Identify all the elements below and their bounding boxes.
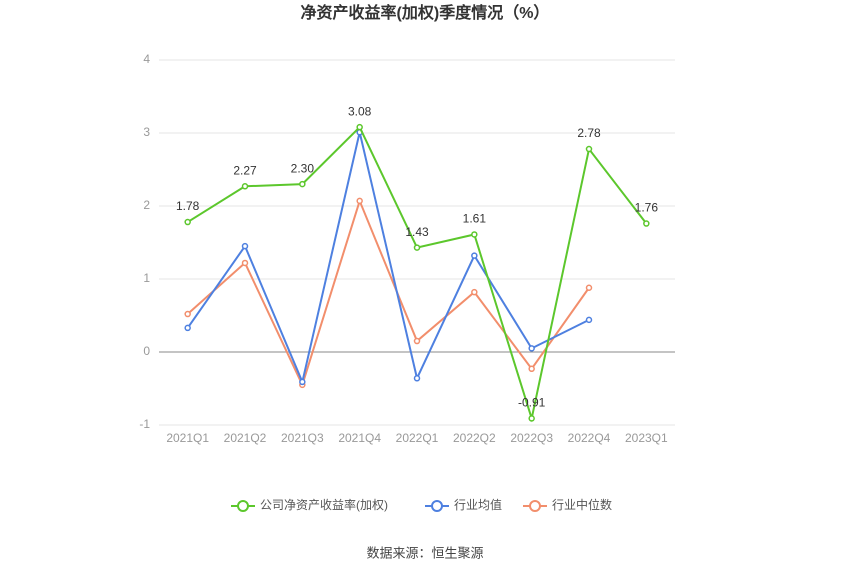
source: 数据来源：恒生聚源 (366, 545, 483, 560)
data-label: 2.30 (291, 161, 315, 175)
point (241, 183, 249, 190)
y-tick-label: 1 (143, 271, 150, 285)
point (184, 324, 191, 332)
point (471, 231, 478, 238)
point (356, 123, 363, 131)
x-tick-label: 2022Q4 (568, 431, 611, 445)
legend-label: 行业中位数 (552, 497, 612, 512)
point (184, 310, 191, 318)
legend-item: 公司净资产收益率(加权) (231, 497, 388, 512)
data-label: 1.61 (463, 212, 487, 226)
point (528, 365, 535, 373)
data-label: 3.08 (348, 104, 372, 118)
point (356, 197, 363, 205)
legend-label: 行业均值 (454, 497, 502, 512)
legend-item: 行业中位数 (523, 497, 612, 512)
point (528, 415, 535, 422)
series-line (186, 132, 590, 386)
point (299, 378, 306, 386)
point (241, 259, 249, 267)
x-tick-label: 2021Q1 (166, 431, 209, 445)
point (413, 375, 421, 382)
data-label: 1.76 (635, 201, 659, 215)
point (471, 288, 478, 296)
x-tick-label: 2023Q1 (625, 431, 668, 445)
point (585, 316, 593, 324)
data-label: -0.91 (518, 396, 546, 410)
data-label: 1.43 (405, 225, 429, 239)
data-label: 1.78 (176, 199, 200, 213)
series-line (187, 197, 590, 388)
point (471, 252, 478, 259)
legend-marker (237, 500, 249, 512)
point (299, 180, 306, 188)
x-tick-label: 2021Q2 (224, 431, 267, 445)
y-tick-label: 0 (143, 344, 150, 358)
point (528, 345, 535, 352)
x-tick-label: 2022Q2 (453, 431, 496, 445)
x-tick-label: 2022Q1 (396, 431, 439, 445)
y-tick-label: 4 (143, 52, 150, 66)
point (241, 242, 249, 250)
chart-title: 净资产收益率(加权)季度情况（%） (301, 3, 550, 22)
point (643, 220, 650, 227)
y-tick-label: 3 (143, 125, 150, 139)
point (184, 218, 191, 226)
y-tick-label: -1 (139, 417, 150, 431)
legend-label: 公司净资产收益率(加权) (260, 497, 388, 512)
point (413, 337, 421, 345)
x-tick-label: 2021Q3 (281, 431, 324, 445)
legend-item: 行业均值 (425, 497, 502, 512)
y-tick-label: 2 (143, 198, 150, 212)
legend-marker (529, 500, 541, 512)
data-label: 2.27 (233, 163, 257, 177)
point (585, 284, 593, 292)
data-label: 2.78 (577, 126, 601, 140)
point (413, 244, 421, 251)
legend-marker (431, 500, 443, 512)
x-tick-label: 2022Q3 (510, 431, 553, 445)
point (585, 145, 593, 153)
x-tick-label: 2021Q4 (338, 431, 381, 445)
